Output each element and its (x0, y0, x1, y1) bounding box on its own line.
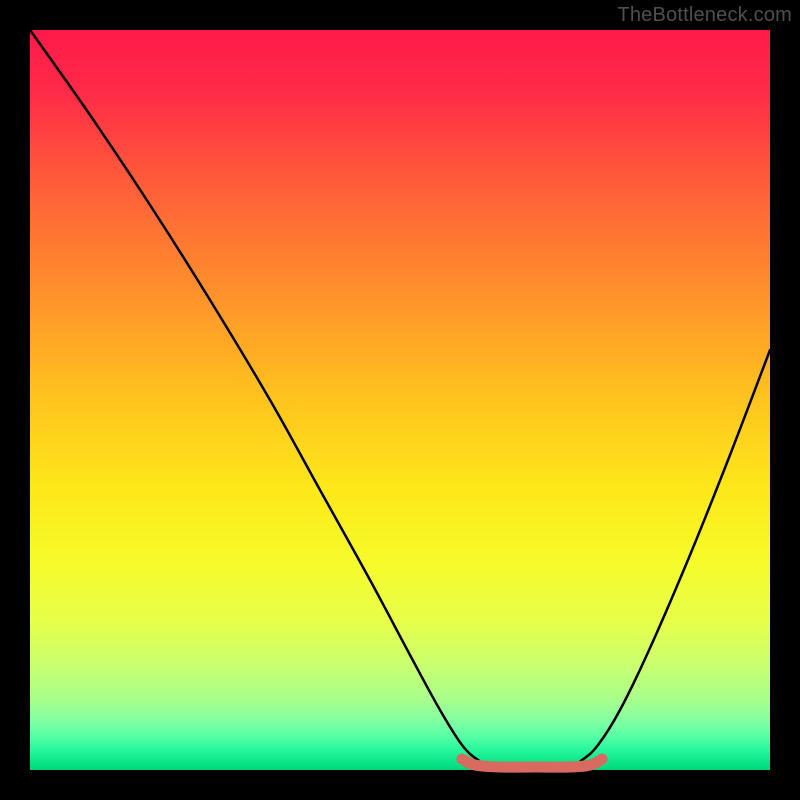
watermark-text: TheBottleneck.com (617, 4, 792, 27)
bottleneck-chart: TheBottleneck.com (0, 0, 800, 800)
chart-svg (0, 0, 800, 800)
chart-background (30, 30, 770, 770)
